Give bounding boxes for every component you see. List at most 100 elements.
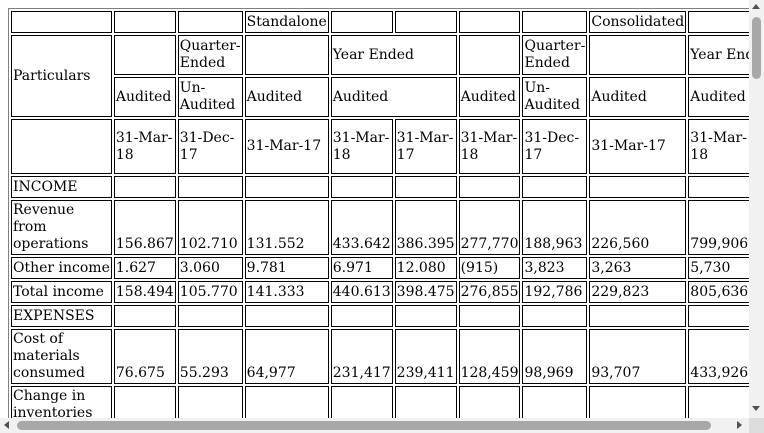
- table-cell: [458, 176, 521, 198]
- income-section-label: INCOME: [11, 176, 112, 198]
- value-cell: 55.293: [177, 329, 243, 384]
- value-cell: 76.675: [113, 329, 176, 384]
- row-label-total-income: Total income: [11, 281, 112, 303]
- table-cell: [522, 176, 588, 198]
- value-cell: 398.475: [394, 281, 457, 303]
- vertical-scrollbar-thumb[interactable]: [752, 17, 761, 79]
- table-cell: [522, 11, 588, 33]
- table-cell: [244, 35, 329, 75]
- table-cell: [330, 11, 393, 33]
- value-cell: 3,263: [589, 257, 687, 279]
- date-header: 31-Mar-17: [589, 119, 687, 174]
- table-cell: [113, 176, 176, 198]
- audited-header: Audited: [113, 77, 176, 117]
- table-cell: [589, 386, 687, 418]
- value-cell: 386.395: [394, 200, 457, 255]
- table-cell: [11, 119, 112, 174]
- table-row: Other income 1.627 3.060 9.781 6.971 12.…: [11, 257, 749, 279]
- table-cell: [589, 305, 687, 327]
- date-header: 31-Mar-17: [394, 119, 457, 174]
- table-row: Particulars Quarter-Ended Year Ended Qua…: [11, 35, 749, 117]
- table-cell: [11, 11, 112, 33]
- table-cell: [458, 386, 521, 418]
- table-cell: [113, 386, 176, 418]
- table-cell: [688, 305, 749, 327]
- table-cell: [394, 11, 457, 33]
- value-cell: 1.627: [113, 257, 176, 279]
- scrollbar-corner: [749, 418, 764, 433]
- table-cell: [688, 386, 749, 418]
- value-cell: 276,855: [458, 281, 521, 303]
- section-header-standalone: Standalone: [244, 11, 329, 33]
- horizontal-scrollbar[interactable]: [0, 418, 749, 433]
- table-cell: [458, 35, 521, 75]
- value-cell: 433.642: [330, 200, 393, 255]
- audited-header: Audited: [589, 77, 687, 117]
- value-cell: 799,906: [688, 200, 749, 255]
- table-row: Standalone Consolidated: [11, 11, 749, 33]
- audited-header: Audited: [458, 77, 521, 117]
- value-cell: 192,786: [522, 281, 588, 303]
- value-cell: 141.333: [244, 281, 329, 303]
- value-cell: 105.770: [177, 281, 243, 303]
- value-cell: 128,459: [458, 329, 521, 384]
- value-cell: (915): [458, 257, 521, 279]
- table-row: Audited Un-Audited Audited Audited Audit…: [11, 77, 749, 117]
- table-cell: [522, 386, 588, 418]
- table-row: EXPENSES: [11, 305, 749, 327]
- table-cell: [688, 11, 749, 33]
- year-ended-header: Year Ended: [330, 35, 457, 75]
- table-cell: [330, 305, 393, 327]
- table-cell: [688, 176, 749, 198]
- table-cell: [244, 176, 329, 198]
- date-header: 31-Mar-18: [330, 119, 393, 174]
- table-cell: [458, 11, 521, 33]
- document-viewport: Standalone Consolidated Particulars Quar…: [8, 8, 749, 418]
- table-row: Revenue from operations 156.867 102.710 …: [11, 200, 749, 255]
- vertical-scrollbar[interactable]: [749, 0, 764, 418]
- value-cell: 6.971: [330, 257, 393, 279]
- table-cell: [113, 11, 176, 33]
- date-header: 31-Dec-17: [177, 119, 243, 174]
- table-cell: [177, 305, 243, 327]
- table-cell: [522, 305, 588, 327]
- year-ended-header: Year Ended: [688, 35, 749, 75]
- quarter-ended-header: Quarter-Ended: [177, 35, 243, 75]
- scroll-down-arrow-icon[interactable]: [752, 406, 760, 411]
- value-cell: 226,560: [589, 200, 687, 255]
- table-cell: [589, 35, 687, 75]
- scroll-right-arrow-icon[interactable]: [737, 421, 742, 429]
- quarter-ended-header: Quarter-Ended: [522, 35, 588, 75]
- value-cell: 131.552: [244, 200, 329, 255]
- financial-results-table: Standalone Consolidated Particulars Quar…: [8, 8, 749, 418]
- row-label-other-income: Other income: [11, 257, 112, 279]
- date-header: 31-Mar-18: [113, 119, 176, 174]
- section-header-consolidated: Consolidated: [589, 11, 687, 33]
- particulars-header: Particulars: [11, 35, 112, 117]
- audited-header: Audited: [330, 77, 457, 117]
- value-cell: 9.781: [244, 257, 329, 279]
- value-cell: 805,636: [688, 281, 749, 303]
- table-cell: [177, 11, 243, 33]
- table-cell: [177, 386, 243, 418]
- table-row: INCOME: [11, 176, 749, 198]
- value-cell: 239,411: [394, 329, 457, 384]
- unaudited-header: Un-Audited: [522, 77, 588, 117]
- value-cell: 5,730: [688, 257, 749, 279]
- scroll-left-arrow-icon[interactable]: [4, 421, 9, 429]
- table-row: Change in inventories of finished goods …: [11, 386, 749, 418]
- table-cell: [394, 305, 457, 327]
- table-row: 31-Mar-18 31-Dec-17 31-Mar-17 31-Mar-18 …: [11, 119, 749, 174]
- value-cell: 440.613: [330, 281, 393, 303]
- expenses-section-label: EXPENSES: [11, 305, 112, 327]
- table-row: Total income 158.494 105.770 141.333 440…: [11, 281, 749, 303]
- horizontal-scrollbar-thumb[interactable]: [17, 421, 711, 430]
- value-cell: 231,417: [330, 329, 393, 384]
- scroll-up-arrow-icon[interactable]: [752, 4, 760, 9]
- table-cell: [394, 176, 457, 198]
- table-cell: [589, 176, 687, 198]
- table-cell: [113, 35, 176, 75]
- value-cell: 156.867: [113, 200, 176, 255]
- value-cell: 229,823: [589, 281, 687, 303]
- date-header: 31-Dec-17: [522, 119, 588, 174]
